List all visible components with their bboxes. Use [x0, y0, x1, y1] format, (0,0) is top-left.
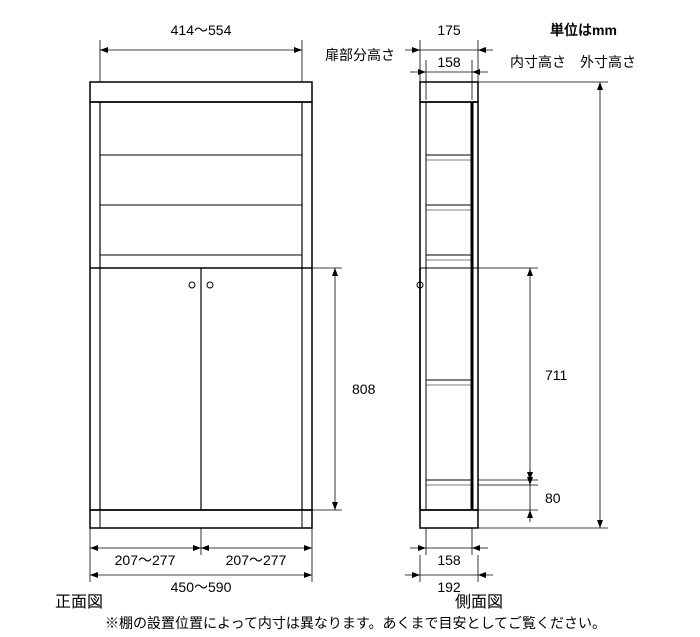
inner-height-dim: 711 — [478, 268, 568, 480]
footnote: ※棚の設置位置によって内寸は異なります。あくまで目安としてご覧ください。 — [105, 615, 606, 631]
base-height-value: 80 — [545, 490, 561, 506]
door-height-value: 808 — [352, 381, 376, 397]
door-knob-right — [207, 282, 213, 288]
side-bottom-outer: 192 — [437, 579, 461, 595]
front-title: 正面図 — [55, 594, 103, 611]
left-door-width: 207～277 — [115, 552, 176, 568]
front-base — [90, 510, 312, 528]
side-top-panel — [420, 82, 478, 102]
side-inner-depth: 158 — [437, 54, 461, 70]
front-view: 414～554 扉部分高さ 808 — [55, 22, 395, 611]
side-body — [420, 102, 478, 510]
side-title: 側面図 — [455, 593, 503, 611]
front-door-widths: 207～277 207～277 — [90, 528, 312, 568]
side-base — [420, 510, 478, 528]
unit-label: 単位はmm — [550, 22, 617, 38]
inner-height-value: 711 — [545, 367, 568, 383]
door-height-label: 扉部分高さ — [325, 47, 395, 63]
door-knob-left — [189, 282, 195, 288]
inner-height-label: 内寸高さ — [510, 54, 566, 70]
side-bottom-inner-dim: 158 — [410, 528, 488, 568]
base-height-dim: 80 — [478, 470, 561, 522]
total-width: 450～590 — [171, 579, 232, 595]
front-top-panel — [90, 82, 312, 102]
door-height-dim: 808 — [312, 268, 376, 510]
side-top-depth: 175 — [437, 22, 461, 38]
side-view: 単位はmm 175 158 内寸高さ 外寸高さ — [405, 22, 636, 611]
side-bottom-inner: 158 — [437, 552, 461, 568]
outer-height-label: 外寸高さ — [580, 54, 636, 70]
front-top-width: 414～554 — [171, 22, 232, 38]
right-door-width: 207～277 — [226, 552, 287, 568]
side-inner-depth-dim: 158 — [410, 54, 488, 100]
outer-height-dim — [478, 82, 608, 528]
front-top-dim: 414～554 — [100, 22, 302, 82]
